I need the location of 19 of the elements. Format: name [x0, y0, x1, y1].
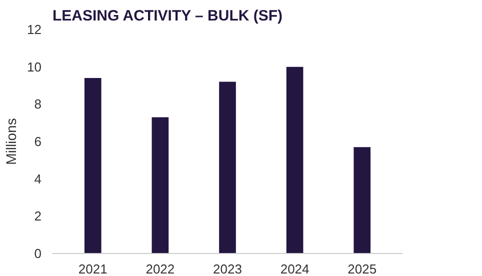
chart-title: LEASING ACTIVITY – BULK (SF): [52, 8, 283, 24]
bar: [84, 78, 102, 254]
y-tick-label: 10: [27, 59, 42, 74]
bar: [286, 66, 304, 254]
x-tick-label: 2024: [280, 262, 310, 276]
x-tick-label: 2025: [348, 262, 377, 276]
y-tick-label: 2: [34, 208, 42, 224]
x-tick-label: 2023: [213, 262, 242, 276]
bar: [152, 117, 169, 254]
bar: [219, 82, 236, 254]
y-tick-label: 4: [34, 171, 42, 186]
y-tick-label: 6: [34, 134, 42, 149]
y-tick-label: 0: [34, 246, 42, 261]
y-axis-title: Millions: [3, 118, 20, 165]
bar: [354, 147, 371, 254]
x-tick-label: 2022: [146, 262, 175, 276]
x-tick-label: 2021: [78, 262, 108, 276]
y-tick-label: 12: [27, 22, 42, 37]
y-tick-label: 8: [34, 96, 42, 112]
